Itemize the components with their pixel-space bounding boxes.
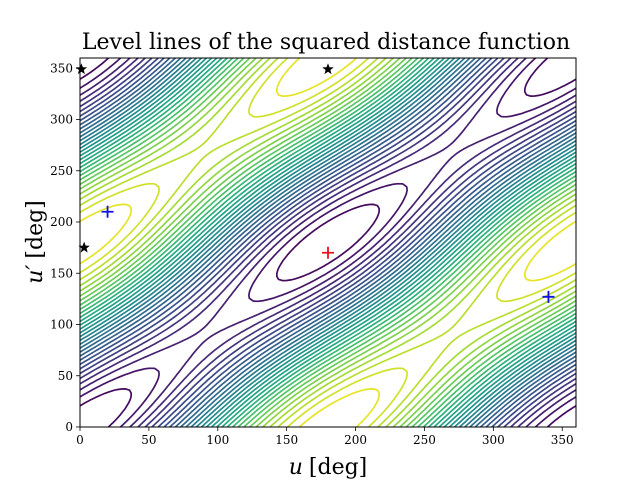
markers xyxy=(75,63,555,303)
x-tick-label: 350 xyxy=(551,433,574,447)
contour-level-line xyxy=(80,58,576,427)
y-tick-label: 350 xyxy=(50,61,73,75)
contour-level-line xyxy=(80,58,576,427)
x-tick-label: 200 xyxy=(344,433,367,447)
contour-level-line xyxy=(80,58,576,427)
contour-level-line xyxy=(80,58,576,427)
x-tick-label: 0 xyxy=(76,433,84,447)
contour-level-line xyxy=(80,58,576,427)
minimum-star-marker xyxy=(78,241,90,253)
minimum-star-marker xyxy=(322,63,334,75)
x-tick-label: 250 xyxy=(413,433,436,447)
y-axis-variable: u′ xyxy=(23,265,48,284)
saddle-plus-marker xyxy=(542,290,555,303)
x-tick-label: 150 xyxy=(275,433,298,447)
contour-level-line xyxy=(80,58,576,427)
y-tick-label: 100 xyxy=(50,318,73,332)
contour-level-line xyxy=(80,58,576,427)
contour-level-line xyxy=(80,58,576,427)
minimum-star-marker xyxy=(75,63,88,75)
x-tick-label: 50 xyxy=(141,433,156,447)
x-axis-ticks: 0 50 100 150 200 250 300 350 xyxy=(76,427,574,447)
x-axis-label: u [deg] xyxy=(289,455,368,480)
x-tick-label: 300 xyxy=(482,433,505,447)
contour-level-line xyxy=(80,58,576,427)
y-tick-label: 200 xyxy=(50,215,73,229)
x-axis-variable: u xyxy=(289,455,303,480)
chart-title: Level lines of the squared distance func… xyxy=(82,30,570,55)
y-axis-unit: [deg] xyxy=(23,200,48,258)
y-tick-label: 250 xyxy=(50,164,73,178)
contour-level-line xyxy=(80,58,576,427)
maximum-plus-marker xyxy=(322,246,334,259)
x-tick-label: 100 xyxy=(206,433,229,447)
y-tick-label: 300 xyxy=(50,113,73,127)
y-tick-label: 0 xyxy=(65,420,73,434)
contour-level-line xyxy=(80,58,576,427)
contour-level-line xyxy=(80,58,576,427)
contour-level-line xyxy=(80,58,576,427)
x-axis-unit: [deg] xyxy=(309,455,367,480)
y-tick-label: 50 xyxy=(58,369,73,383)
contour-level-line xyxy=(80,58,576,427)
saddle-plus-marker xyxy=(101,205,114,218)
contour-level-line xyxy=(80,58,576,427)
contour-level-line xyxy=(80,58,576,427)
plot-frame xyxy=(79,57,577,428)
y-axis-label: u′ [deg] xyxy=(23,200,48,284)
contour-level-line xyxy=(80,58,576,427)
contour-level-line xyxy=(80,58,576,427)
contour-level-line xyxy=(80,58,576,427)
y-axis-ticks: 0 50 100 150 200 250 300 350 xyxy=(50,61,80,434)
y-tick-label: 150 xyxy=(50,266,73,280)
contour-level-line xyxy=(80,58,576,427)
